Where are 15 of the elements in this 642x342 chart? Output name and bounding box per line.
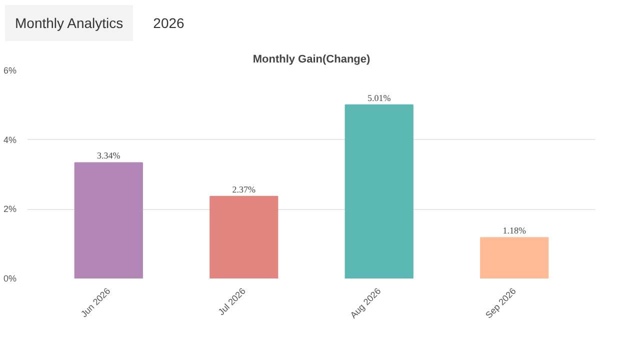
y-tick-label: 0% (3, 274, 17, 284)
data-label: 1.18% (502, 226, 526, 236)
bar (344, 104, 414, 278)
data-label: 5.01% (367, 92, 392, 103)
bar (74, 162, 143, 278)
text: Monthly Analytics (15, 14, 124, 33)
bar (480, 237, 549, 278)
text: 2026 (153, 14, 184, 33)
data-label: 3.34% (97, 150, 121, 161)
y-tick-label: 2% (3, 204, 17, 214)
chart-title: Monthly Gain(Change) (252, 54, 370, 66)
y-tick-label: 4% (3, 134, 17, 145)
data-label: 2.37% (232, 184, 256, 194)
bar (210, 196, 278, 278)
y-tick-label: 6% (3, 66, 17, 76)
